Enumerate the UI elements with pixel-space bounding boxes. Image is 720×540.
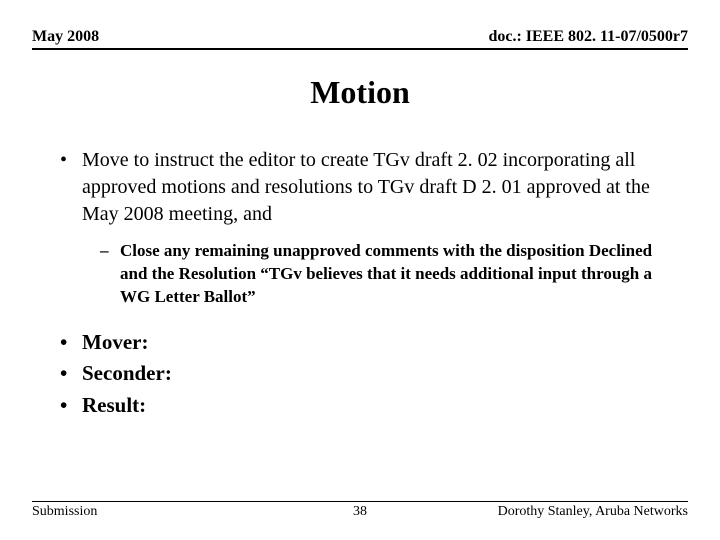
bullet-dash-icon: – [100,240,120,309]
bullet-sub-1: – Close any remaining unapproved comment… [100,240,678,309]
bullet-mover: • Mover: [60,327,678,359]
slide-footer: Submission 38 Dorothy Stanley, Aruba Net… [32,501,688,520]
bullet-mover-text: Mover: [82,327,148,359]
bullet-main-1: • Move to instruct the editor to create … [60,147,678,228]
footer-right: Dorothy Stanley, Aruba Networks [498,504,688,520]
bullet-dot-icon: • [60,390,82,422]
footer-left: Submission [32,504,97,520]
bullet-main-1-text: Move to instruct the editor to create TG… [82,147,678,228]
bullet-dot-icon: • [60,327,82,359]
bullet-sub-1-text: Close any remaining unapproved comments … [120,240,678,309]
bullet-seconder: • Seconder: [60,358,678,390]
footer-rule [32,501,688,502]
footer-page-number: 38 [353,504,367,520]
bullet-dot-icon: • [60,147,82,228]
bullet-result-text: Result: [82,390,146,422]
header-doc-id: doc.: IEEE 802. 11-07/0500r7 [488,28,688,46]
slide-title: Motion [32,74,688,111]
slide-content: • Move to instruct the editor to create … [32,147,688,421]
slide-header: May 2008 doc.: IEEE 802. 11-07/0500r7 [32,28,688,50]
bullet-seconder-text: Seconder: [82,358,172,390]
header-date: May 2008 [32,28,99,46]
bullet-result: • Result: [60,390,678,422]
bullet-dot-icon: • [60,358,82,390]
